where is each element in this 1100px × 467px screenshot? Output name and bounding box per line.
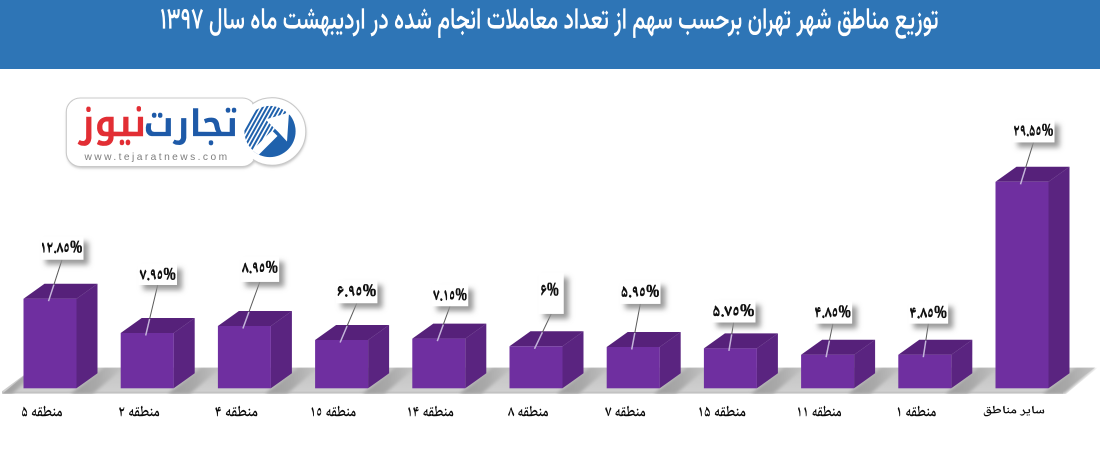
svg-text:www.tejaratnews.com: www.tejaratnews.com xyxy=(83,152,229,163)
